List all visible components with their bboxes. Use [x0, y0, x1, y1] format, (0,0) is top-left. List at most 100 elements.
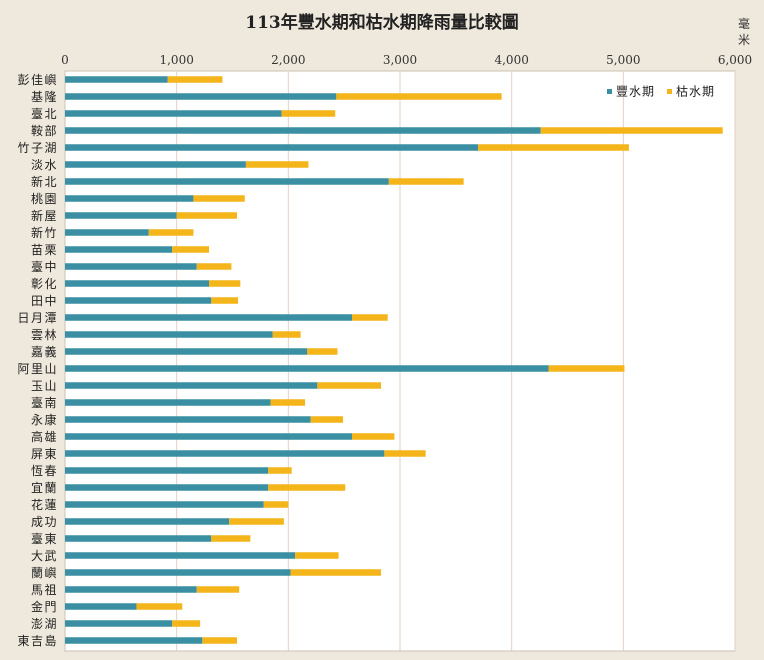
bar-wet-season [65, 569, 291, 576]
category-label: 雲林 [31, 328, 58, 342]
category-label: 成功 [31, 515, 58, 529]
category-label: 淡水 [31, 158, 58, 172]
category-label: 永康 [31, 412, 58, 427]
bar-dry-season [172, 620, 201, 627]
bar-wet-season [65, 76, 168, 83]
bar-wet-season [65, 93, 337, 100]
bar-dry-season [196, 586, 240, 593]
category-label: 金門 [31, 599, 58, 614]
bar-wet-season [65, 620, 173, 627]
bar-wet-season [65, 501, 264, 508]
bar-wet-season [65, 416, 311, 423]
x-tick-label: 0 [61, 53, 69, 67]
legend-swatch [667, 89, 672, 94]
x-tick-label: 1,000 [159, 53, 193, 67]
bar-dry-season [193, 195, 245, 202]
category-label: 嘉義 [31, 344, 58, 359]
bar-wet-season [65, 552, 296, 559]
bar-dry-season [268, 484, 346, 491]
bar-dry-season [136, 603, 183, 610]
legend-label: 豐水期 [616, 85, 655, 99]
bar-dry-season [384, 450, 426, 457]
category-label: 花蓮 [31, 497, 58, 512]
bar-dry-season [268, 467, 292, 474]
category-label: 彭佳嶼 [17, 73, 58, 87]
bar-wet-season [65, 586, 197, 593]
bar-dry-season [310, 416, 344, 423]
bar-wet-season [65, 246, 173, 253]
bar-dry-season [245, 161, 309, 168]
unit-label: 毫米 [738, 16, 750, 47]
bar-wet-season [65, 450, 385, 457]
bar-wet-season [65, 603, 137, 610]
bar-dry-season [176, 212, 237, 219]
category-label: 恆春 [31, 464, 58, 478]
bar-dry-season [351, 314, 388, 321]
bar-dry-season [388, 178, 464, 185]
x-axis-ticks: 0 1,000 2,000 3,000 4,000 5,000 6,000 [61, 53, 752, 67]
bar-wet-season [65, 348, 308, 355]
category-label: 玉山 [31, 379, 58, 393]
bar-wet-season [65, 161, 246, 168]
x-tick-label: 4,000 [494, 53, 528, 67]
bar-dry-season [540, 127, 723, 134]
category-label: 新竹 [31, 225, 58, 240]
category-label: 鞍部 [31, 123, 58, 138]
bar-dry-season [548, 365, 625, 372]
bar-dry-season [270, 399, 306, 406]
bar-wet-season [65, 212, 177, 219]
x-tick-label: 5,000 [606, 53, 640, 67]
category-label: 桃園 [31, 191, 58, 206]
bar-dry-season [281, 110, 336, 117]
bar-wet-season [65, 229, 149, 236]
bar-wet-season [65, 382, 318, 389]
category-label: 基隆 [31, 89, 58, 104]
bar-dry-season [196, 263, 232, 270]
bar-wet-season [65, 297, 212, 304]
category-label: 苗栗 [31, 243, 58, 257]
bar-wet-season [65, 127, 541, 134]
category-label: 東吉島 [17, 633, 58, 648]
bar-wet-season [65, 484, 269, 491]
category-label: 阿里山 [17, 362, 58, 376]
legend: 豐水期 枯水期 [607, 84, 714, 99]
category-label: 馬祖 [31, 582, 58, 597]
bar-wet-season [65, 433, 352, 440]
bar-dry-season [478, 144, 629, 151]
chart-title: 113年豐水期和枯水期降雨量比較圖 [245, 12, 519, 33]
bar-dry-season [167, 76, 223, 83]
category-label: 宜蘭 [31, 480, 58, 495]
bar-dry-season [211, 535, 251, 542]
bar-wet-season [65, 263, 197, 270]
bar-wet-season [65, 365, 549, 372]
category-label: 日月潭 [17, 311, 58, 325]
category-label: 田中 [31, 293, 58, 308]
bar-wet-season [65, 280, 210, 287]
bars [65, 76, 723, 644]
bar-wet-season [65, 518, 230, 525]
bar-dry-season [148, 229, 194, 236]
category-label: 新北 [31, 174, 58, 189]
bar-dry-season [295, 552, 339, 559]
bar-dry-season [307, 348, 338, 355]
bar-wet-season [65, 467, 269, 474]
x-tick-label: 6,000 [718, 53, 752, 67]
bar-dry-season [229, 518, 284, 525]
bar-dry-season [290, 569, 382, 576]
bar-dry-season [202, 637, 237, 644]
category-label: 新屋 [31, 208, 58, 223]
bar-wet-season [65, 535, 212, 542]
bar-wet-season [65, 314, 352, 321]
category-label: 臺南 [31, 395, 58, 410]
category-label: 蘭嶼 [31, 566, 58, 580]
bar-dry-season [351, 433, 395, 440]
legend-swatch [607, 89, 612, 94]
bar-dry-season [211, 297, 239, 304]
bar-wet-season [65, 110, 282, 117]
category-labels: 彭佳嶼基隆臺北鞍部竹子湖淡水新北桃園新屋新竹苗栗臺中彰化田中日月潭雲林嘉義阿里山… [17, 73, 58, 648]
bar-wet-season [65, 637, 203, 644]
x-tick-label: 3,000 [383, 53, 417, 67]
bar-dry-season [336, 93, 502, 100]
bar-wet-season [65, 144, 479, 151]
